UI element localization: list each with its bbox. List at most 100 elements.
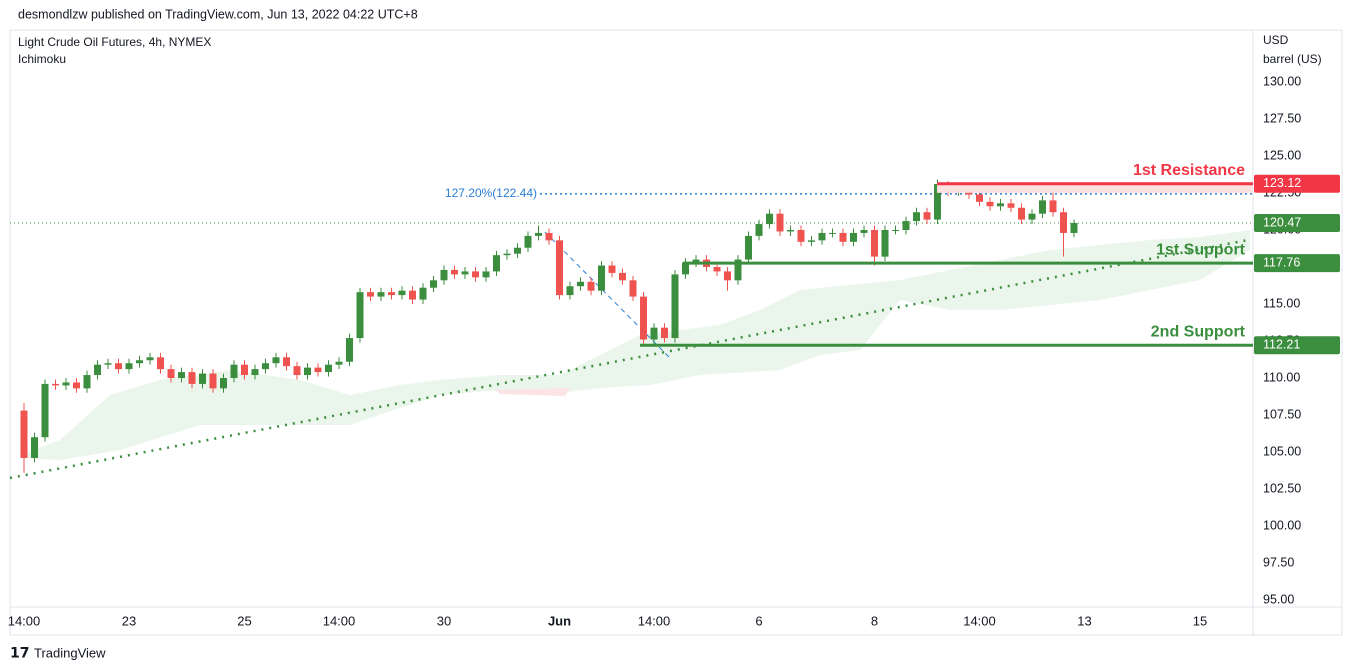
candle-body — [598, 265, 605, 291]
y-tick-label: 97.50 — [1263, 555, 1294, 569]
indicator-name: Ichimoku — [18, 52, 66, 66]
candle-body — [923, 212, 931, 220]
candle-body — [692, 259, 700, 263]
logo: 𝟭𝟳 — [10, 645, 29, 661]
level-price-box — [1254, 336, 1340, 355]
chart-title: Light Crude Oil Futures, 4h, NYMEX — [18, 35, 211, 49]
candle-body — [724, 271, 731, 281]
candle-body — [629, 280, 637, 297]
candle-body — [335, 361, 343, 365]
candle-body — [650, 327, 658, 340]
candle-body — [871, 229, 878, 257]
candle-body — [440, 269, 448, 281]
candle-body — [661, 327, 668, 339]
candle-body — [934, 184, 941, 220]
candle-body — [188, 372, 196, 384]
candle-body — [314, 367, 322, 373]
level-price-label: 123.12 — [1263, 176, 1301, 190]
candle-body — [745, 235, 752, 260]
candle-body — [451, 269, 458, 275]
candle-body — [472, 271, 479, 278]
candle-body — [73, 382, 80, 389]
level-price-box — [1254, 254, 1340, 273]
candle-body — [755, 224, 763, 236]
x-tick-label: 15 — [1193, 613, 1207, 628]
candle-body — [839, 232, 847, 242]
ichimoku-cloud — [20, 230, 1250, 460]
candle-body — [157, 357, 164, 370]
level-name: 2nd Support — [1151, 324, 1246, 341]
candle-body — [1070, 223, 1078, 233]
x-tick-label: Jun — [548, 613, 571, 628]
candle-body — [41, 383, 49, 438]
candle-body — [251, 369, 259, 376]
ichimoku-cloud-bear — [495, 388, 570, 396]
candle-body — [62, 382, 70, 386]
candle-body — [860, 229, 868, 233]
candle-body — [262, 363, 269, 370]
candle-body — [293, 366, 301, 376]
candle-body — [1060, 212, 1067, 233]
candle-body — [1049, 200, 1057, 213]
candle-body — [346, 338, 353, 362]
candle-body — [493, 255, 500, 272]
y-tick-label: 107.50 — [1263, 407, 1301, 421]
level-name: 1st Support — [1156, 241, 1246, 258]
candle-body — [881, 229, 889, 257]
y-tick-label: 115.00 — [1263, 296, 1300, 310]
candle-body — [577, 281, 584, 287]
candle-body — [766, 213, 773, 225]
candle-body — [31, 437, 38, 458]
x-tick-label: 23 — [122, 613, 136, 628]
candle-body — [1028, 213, 1036, 220]
candle-body — [304, 367, 311, 376]
y-tick-label: 130.00 — [1263, 74, 1301, 88]
candle-body — [430, 280, 437, 288]
candle-body — [146, 357, 154, 361]
footer-brand: TradingView — [34, 645, 106, 660]
candle-body — [409, 290, 416, 300]
currency-label: USD — [1263, 33, 1289, 47]
candle-body — [1018, 207, 1025, 220]
candle-body — [850, 232, 857, 242]
y-tick-label: 102.50 — [1263, 481, 1301, 495]
candle-body — [986, 201, 994, 207]
candle-body — [535, 232, 542, 236]
candle-body — [608, 265, 616, 273]
candle-body — [808, 240, 815, 242]
candle-body — [482, 271, 490, 278]
candle-body — [640, 296, 647, 340]
candle-body — [566, 286, 574, 296]
level-price-label: 117.76 — [1263, 255, 1300, 269]
candle-body — [1007, 203, 1015, 208]
candle-body — [734, 259, 742, 281]
candle-body — [83, 375, 91, 389]
candle-body — [892, 229, 899, 231]
candle-body — [818, 232, 826, 241]
candle-body — [136, 360, 143, 364]
candle-body — [388, 292, 395, 296]
candle-body — [272, 357, 280, 364]
y-tick-label: 105.00 — [1263, 444, 1301, 458]
candle-body — [682, 262, 689, 275]
candle-body — [503, 253, 511, 256]
candle-body — [241, 364, 248, 376]
candle-body — [283, 357, 290, 367]
x-tick-label: 14:00 — [8, 613, 41, 628]
x-tick-label: 14:00 — [638, 613, 671, 628]
candle-body — [902, 221, 910, 230]
candle-body — [20, 410, 28, 458]
candle-body — [524, 235, 532, 248]
y-tick-label: 100.00 — [1263, 518, 1301, 532]
x-tick-label: 8 — [871, 613, 878, 628]
level-price-box — [1254, 174, 1340, 193]
y-tick-label: 127.50 — [1263, 111, 1301, 125]
candle-body — [52, 383, 59, 386]
candle-body — [230, 364, 238, 379]
resistance-zone — [937, 183, 1253, 193]
publisher-line: desmondlzw published on TradingView.com,… — [18, 7, 418, 21]
candle-body — [619, 272, 626, 281]
candle-body — [178, 372, 185, 379]
candle-body — [545, 232, 553, 241]
